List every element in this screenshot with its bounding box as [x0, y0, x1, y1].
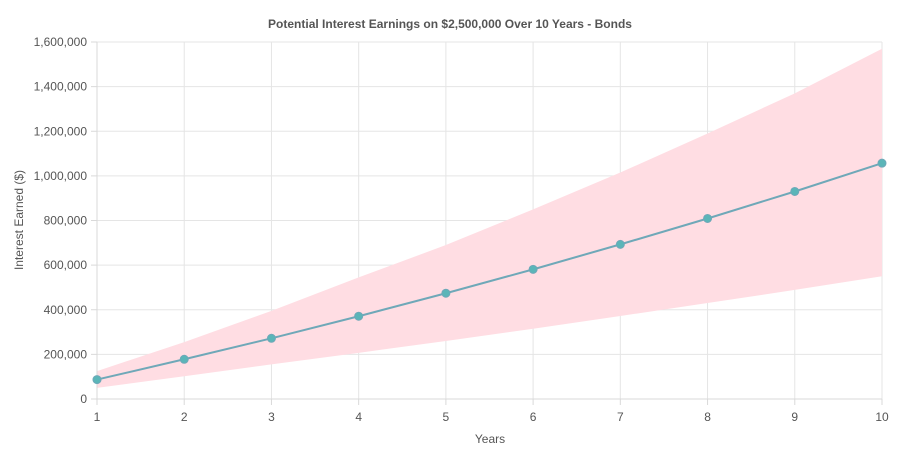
x-tick-label: 9 [791, 410, 798, 424]
y-tick-label: 200,000 [44, 347, 88, 361]
data-point[interactable] [529, 265, 537, 273]
x-tick-label: 4 [355, 410, 362, 424]
y-tick-label: 800,000 [44, 214, 88, 228]
y-tick-label: 400,000 [44, 303, 88, 317]
x-tick-label: 8 [704, 410, 711, 424]
y-tick-label: 1,000,000 [34, 169, 88, 183]
x-tick-label: 2 [181, 410, 188, 424]
y-tick-label: 1,400,000 [34, 80, 88, 94]
data-point[interactable] [616, 240, 624, 248]
data-point[interactable] [442, 289, 450, 297]
data-point[interactable] [267, 334, 275, 342]
data-point[interactable] [878, 159, 886, 167]
y-tick-label: 0 [80, 392, 87, 406]
x-tick-label: 1 [94, 410, 101, 424]
range-band [97, 49, 882, 388]
chart-title: Potential Interest Earnings on $2,500,00… [268, 17, 632, 31]
data-point[interactable] [93, 376, 101, 384]
y-tick-label: 1,200,000 [34, 124, 88, 138]
data-point[interactable] [791, 187, 799, 195]
x-tick-label: 3 [268, 410, 275, 424]
data-point[interactable] [180, 355, 188, 363]
data-point[interactable] [704, 214, 712, 222]
y-tick-label: 1,600,000 [34, 35, 88, 49]
x-tick-label: 10 [875, 410, 889, 424]
y-tick-labels: 0 200,000 400,000 600,000 800,000 1,000,000 1,… [34, 35, 88, 406]
x-tick-label: 7 [617, 410, 624, 424]
range-band-area [97, 49, 882, 388]
x-tick-label: 6 [530, 410, 537, 424]
y-axis-label: Interest Earned ($) [12, 170, 26, 270]
x-axis-label: Years [475, 432, 505, 446]
x-tick-labels: 1 2 3 4 5 6 7 8 9 10 [94, 410, 889, 424]
x-tick-label: 5 [443, 410, 450, 424]
y-tick-label: 600,000 [44, 258, 88, 272]
data-point[interactable] [355, 312, 363, 320]
